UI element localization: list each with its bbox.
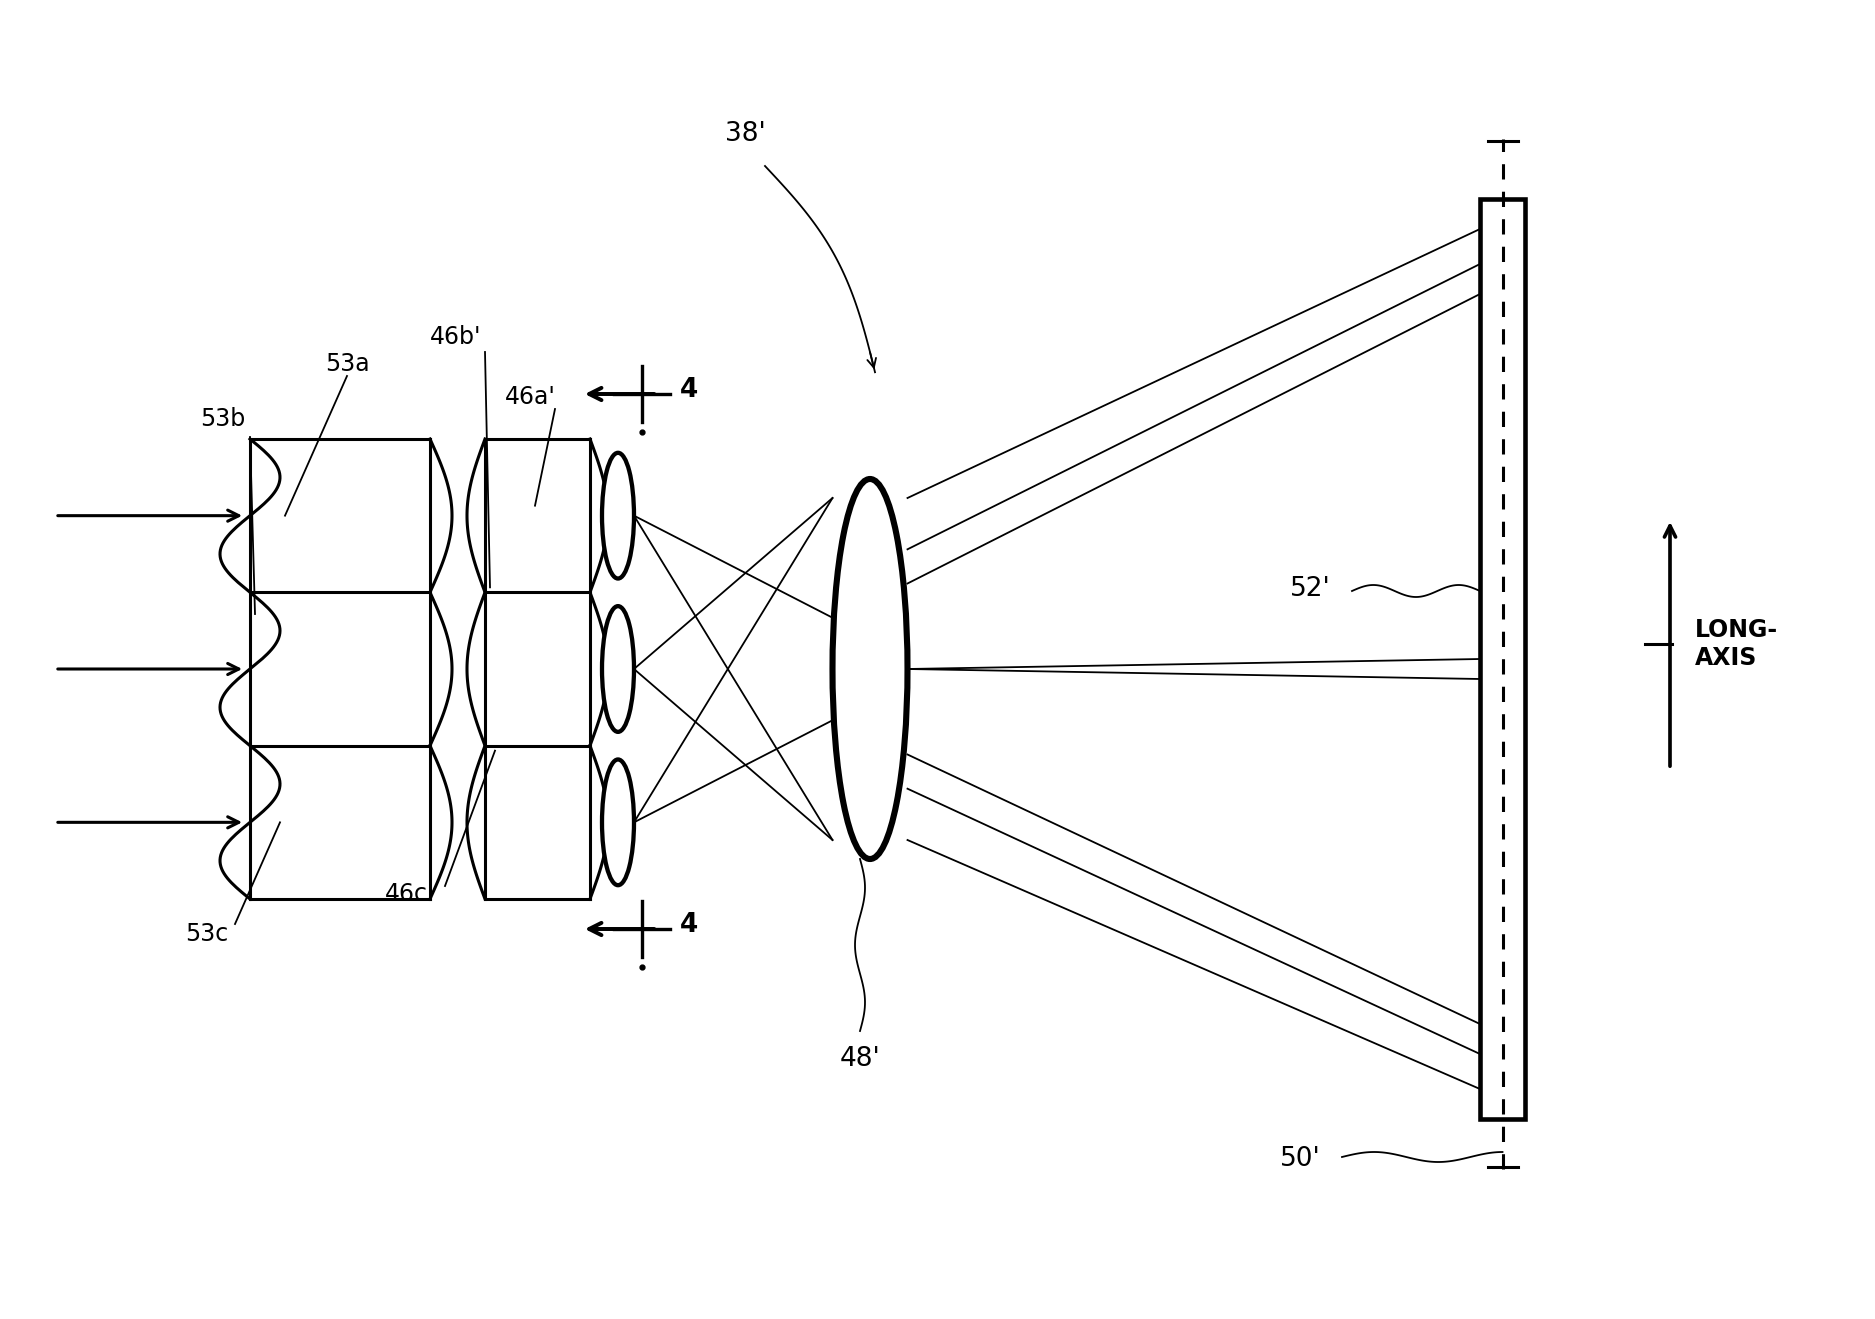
- Text: 46a': 46a': [504, 385, 555, 409]
- Ellipse shape: [602, 452, 634, 579]
- Text: 4: 4: [681, 377, 698, 404]
- Text: 53b: 53b: [201, 408, 246, 431]
- Bar: [1479, 199, 1524, 1119]
- Text: 46c': 46c': [384, 882, 435, 906]
- Ellipse shape: [602, 607, 634, 732]
- Text: LONG-
AXIS: LONG- AXIS: [1695, 619, 1777, 670]
- Text: 4: 4: [681, 911, 698, 938]
- Ellipse shape: [602, 760, 634, 885]
- Text: 52': 52': [1290, 576, 1331, 601]
- Text: 38': 38': [724, 121, 765, 146]
- Ellipse shape: [832, 479, 908, 859]
- Text: 53c: 53c: [186, 922, 229, 946]
- Text: 46b': 46b': [429, 324, 482, 350]
- Text: 48': 48': [840, 1046, 881, 1072]
- Text: 50': 50': [1281, 1146, 1320, 1173]
- Text: 53a: 53a: [324, 352, 369, 376]
